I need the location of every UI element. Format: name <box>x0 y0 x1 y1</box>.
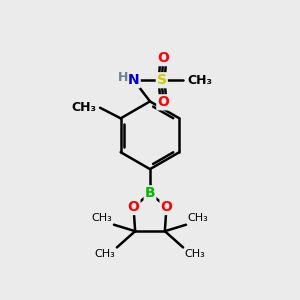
Text: O: O <box>157 95 169 109</box>
Text: N: N <box>128 73 140 87</box>
Text: CH₃: CH₃ <box>188 213 208 223</box>
Text: H: H <box>117 71 128 84</box>
Text: B: B <box>145 186 155 200</box>
Text: O: O <box>157 51 169 65</box>
Text: O: O <box>128 200 140 214</box>
Text: O: O <box>160 200 172 214</box>
Text: CH₃: CH₃ <box>187 74 212 87</box>
Text: S: S <box>157 73 167 87</box>
Text: CH₃: CH₃ <box>71 101 96 114</box>
Text: CH₃: CH₃ <box>92 213 112 223</box>
Text: CH₃: CH₃ <box>184 249 205 259</box>
Text: CH₃: CH₃ <box>95 249 116 259</box>
